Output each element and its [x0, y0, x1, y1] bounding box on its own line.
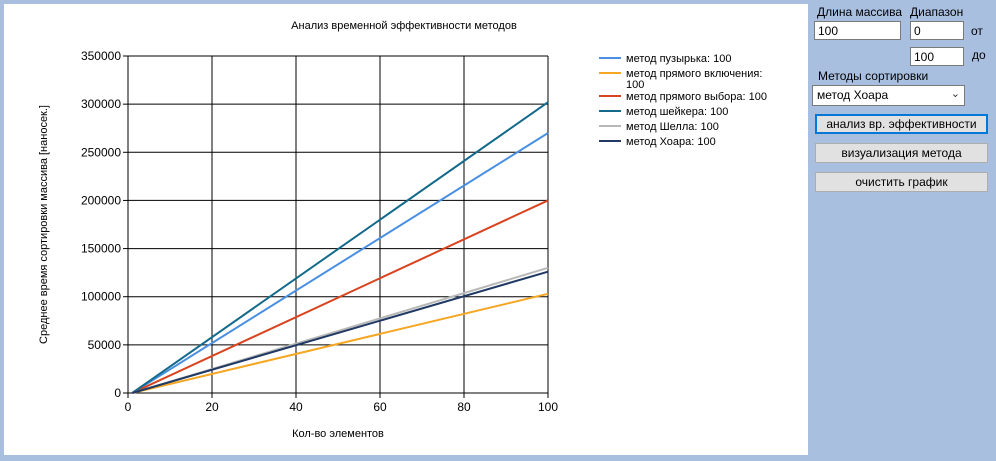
x-tick-label: 80 — [457, 400, 471, 414]
y-tick-label: 0 — [114, 386, 121, 400]
y-tick-label: 350000 — [81, 49, 121, 63]
y-tick-label: 200000 — [81, 193, 121, 207]
x-tick-label: 20 — [205, 400, 219, 414]
y-axis-label: Среднее время сортировки массива [наносе… — [38, 105, 50, 344]
range-label: Диапазон — [910, 5, 964, 19]
sort-method-select[interactable]: метод Хоара ⌄ — [812, 85, 965, 106]
y-tick-label: 250000 — [81, 145, 121, 159]
x-tick-label: 60 — [373, 400, 387, 414]
y-tick-label: 150000 — [81, 242, 121, 256]
x-axis-label: Кол-во элементов — [292, 428, 384, 440]
range-to-label: до — [972, 48, 986, 62]
y-tick-label: 300000 — [81, 97, 121, 111]
y-tick-label: 100000 — [81, 290, 121, 304]
chart-panel: Анализ временной эффективности методов 0 2… — [4, 4, 808, 455]
series-line — [131, 270, 549, 394]
x-tick-label: 40 — [289, 400, 303, 414]
series-line — [131, 101, 549, 394]
range-from-label: от — [971, 24, 983, 38]
range-from-input[interactable] — [910, 21, 964, 40]
legend-label: метод Хоара: 100 — [626, 136, 716, 148]
chart-title: Анализ временной эффективности методов — [291, 20, 517, 32]
visualize-button[interactable]: визуализация метода — [815, 143, 988, 163]
sort-method-value: метод Хоара — [817, 88, 889, 102]
y-tick-label: 50000 — [88, 338, 122, 352]
x-tick-label: 0 — [125, 400, 132, 414]
clear-chart-button[interactable]: очистить график — [815, 172, 988, 192]
chevron-down-icon: ⌄ — [950, 88, 960, 100]
legend-label: метод прямого включения: — [626, 68, 762, 80]
analyze-button[interactable]: анализ вр. эффективности — [815, 114, 988, 134]
array-length-label: Длина массива — [817, 5, 903, 19]
legend-label: метод шейкера: 100 — [626, 106, 728, 118]
series-line — [131, 292, 549, 394]
legend-label: метод Шелла: 100 — [626, 121, 719, 133]
series-line — [131, 199, 549, 394]
array-length-input[interactable] — [814, 21, 901, 40]
methods-label: Методы сортировки — [818, 69, 929, 83]
line-chart: Анализ временной эффективности методов 0 2… — [38, 20, 767, 440]
legend-label: метод прямого выбора: 100 — [626, 91, 767, 103]
legend-label: метод пузырька: 100 — [626, 53, 731, 65]
range-to-input[interactable] — [910, 47, 964, 66]
series-line — [131, 132, 549, 394]
legend-label-continued: 100 — [626, 79, 644, 91]
x-tick-label: 100 — [538, 400, 558, 414]
